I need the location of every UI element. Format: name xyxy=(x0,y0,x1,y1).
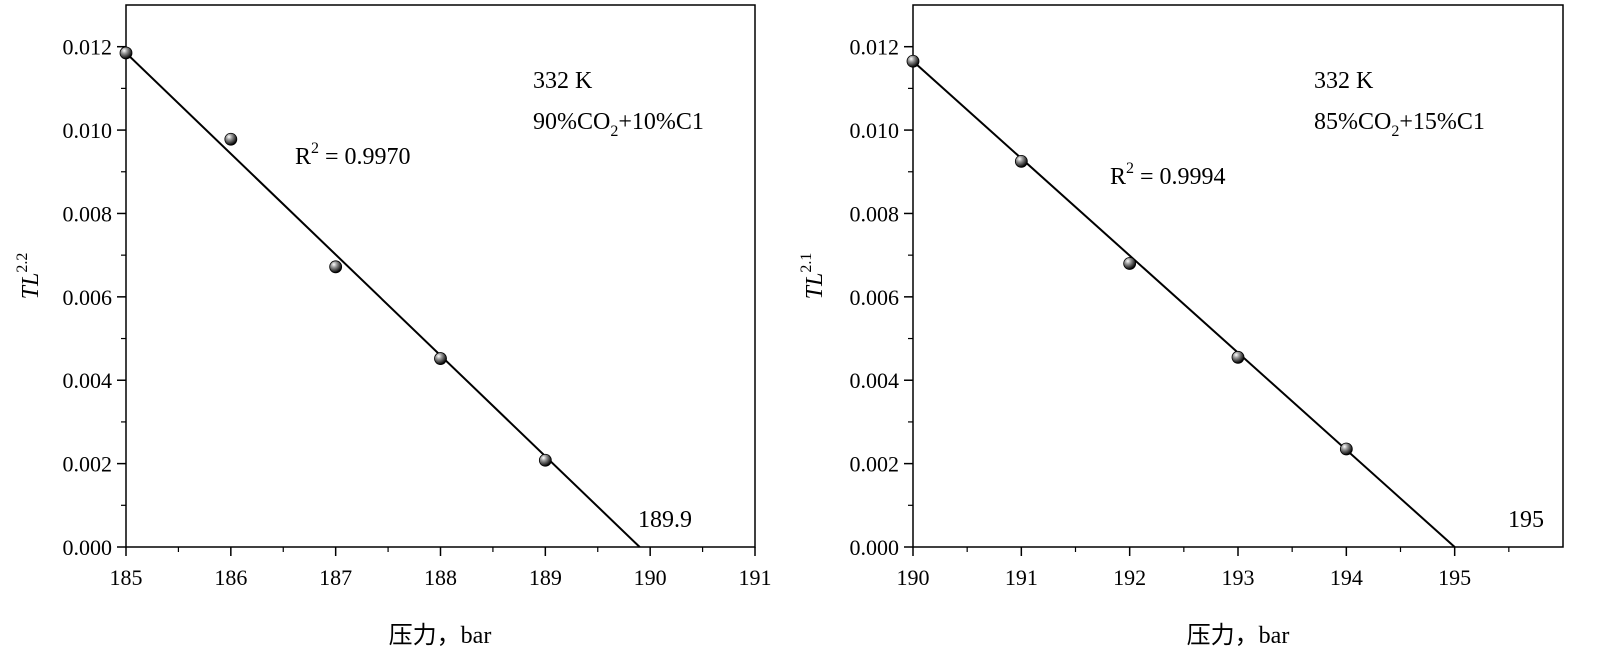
left-ticks xyxy=(117,45,756,556)
right-y-tick-label: 0.010 xyxy=(850,118,900,143)
right-ticks xyxy=(904,45,1510,556)
right-x-axis-title: 压力，bar xyxy=(1187,622,1290,649)
left-plot-frame xyxy=(125,4,756,548)
left-y-tick-label: 0.006 xyxy=(63,285,113,310)
left-data-points xyxy=(119,46,552,467)
right-y-tick-label: 0.012 xyxy=(850,35,900,60)
right-temperature-label: 332 K xyxy=(1314,68,1374,94)
left-data-point xyxy=(329,260,343,274)
left-x-tick-label: 190 xyxy=(634,565,667,590)
right-x-tick-label: 192 xyxy=(1113,565,1146,590)
left-tick-labels: 185 186 187 188 189 190 191 0.000 0.002 0.004 0.00… xyxy=(63,35,772,590)
right-data-point xyxy=(1014,154,1028,168)
left-y-tick-label: 0.004 xyxy=(63,368,113,393)
right-y-tick-label: 0.006 xyxy=(850,285,900,310)
right-y-tick-label: 0.002 xyxy=(850,452,900,477)
right-y-tick-label: 0.008 xyxy=(850,201,900,226)
left-data-point xyxy=(224,132,238,146)
left-x-tick-label: 185 xyxy=(110,565,143,590)
right-x-tick-label: 194 xyxy=(1330,565,1363,590)
right-plot-frame xyxy=(912,4,1564,548)
left-chart-panel: 185 186 187 188 189 190 191 0.000 0.002 0.004 0.00… xyxy=(14,4,772,649)
left-y-tick-label: 0.010 xyxy=(63,118,113,143)
right-chart-panel: 190 191 192 193 194 195 0.000 0.002 0.004 0.006 0.… xyxy=(798,4,1564,649)
right-x-tick-label: 195 xyxy=(1438,565,1471,590)
left-x-tick-label: 186 xyxy=(214,565,247,590)
right-data-points xyxy=(906,54,1353,456)
left-data-point xyxy=(119,46,133,60)
right-fit-line xyxy=(912,60,1456,548)
right-composition-label: 85%CO2+15%C1 xyxy=(1314,109,1485,140)
right-data-point xyxy=(906,54,920,68)
left-data-point xyxy=(538,453,552,467)
left-y-tick-label: 0.000 xyxy=(63,535,113,560)
left-x-tick-label: 188 xyxy=(424,565,457,590)
right-x-tick-label: 191 xyxy=(1005,565,1038,590)
right-x-tick-label: 193 xyxy=(1222,565,1255,590)
left-r2-label: R2 = 0.9970 xyxy=(295,140,411,170)
right-data-point xyxy=(1123,257,1137,270)
left-temperature-label: 332 K xyxy=(533,68,593,94)
right-data-point xyxy=(1339,442,1353,456)
right-y-axis-title: TL2.1 xyxy=(798,253,828,300)
left-intercept-label: 189.9 xyxy=(638,507,692,533)
left-composition-label: 90%CO2+10%C1 xyxy=(533,109,704,140)
right-y-tick-label: 0.000 xyxy=(850,535,900,560)
left-x-tick-label: 187 xyxy=(319,565,352,590)
left-data-point xyxy=(434,352,447,365)
right-tick-labels: 190 191 192 193 194 195 0.000 0.002 0.004 0.006 0.… xyxy=(850,35,1472,590)
left-x-tick-label: 189 xyxy=(529,565,562,590)
right-data-point xyxy=(1231,350,1245,364)
right-intercept-label: 195 xyxy=(1508,507,1544,533)
left-y-axis-title: TL2.2 xyxy=(14,253,44,300)
left-x-axis-title: 压力，bar xyxy=(389,622,492,649)
right-r2-label: R2 = 0.9994 xyxy=(1110,160,1226,190)
left-y-tick-label: 0.002 xyxy=(63,452,113,477)
left-y-tick-label: 0.008 xyxy=(63,201,113,226)
left-fit-line xyxy=(125,52,641,548)
left-y-tick-label: 0.012 xyxy=(63,35,113,60)
right-x-tick-label: 190 xyxy=(897,565,930,590)
left-x-tick-label: 191 xyxy=(739,565,772,590)
right-y-tick-label: 0.004 xyxy=(850,368,900,393)
